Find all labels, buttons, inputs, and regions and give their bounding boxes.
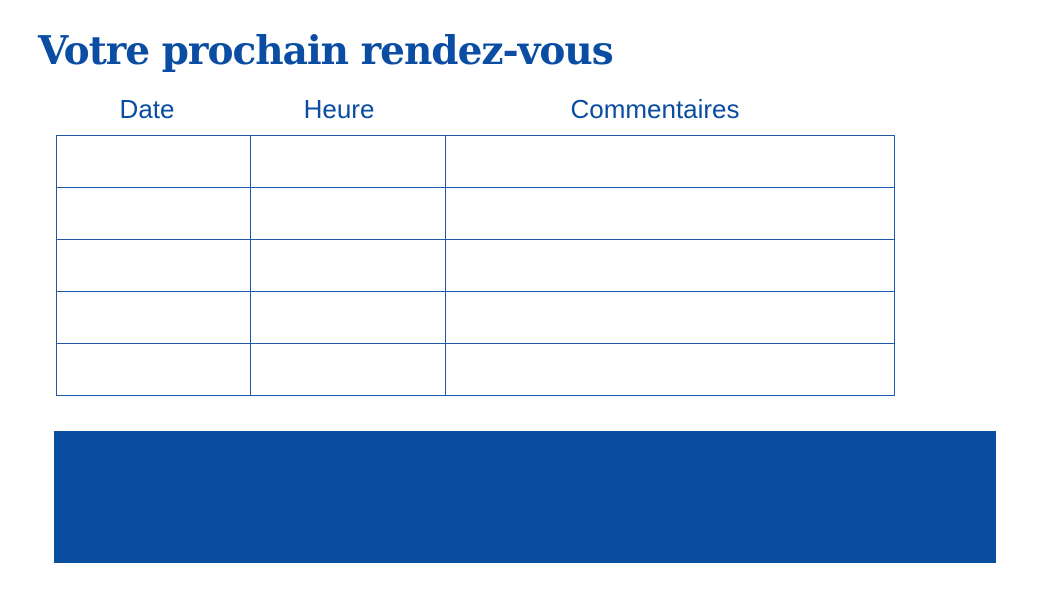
date-cell[interactable] <box>56 135 251 188</box>
commentaires-cell[interactable] <box>445 343 895 396</box>
table-row <box>56 135 895 188</box>
heure-cell[interactable] <box>250 343 446 396</box>
table-row <box>56 239 895 292</box>
page-title: Votre prochain rendez-vous <box>38 28 614 74</box>
table-row <box>56 187 895 240</box>
appointment-table <box>56 135 895 396</box>
date-cell[interactable] <box>56 343 251 396</box>
column-header-heure: Heure <box>303 94 375 124</box>
heure-cell[interactable] <box>250 291 446 344</box>
date-cell[interactable] <box>56 291 251 344</box>
commentaires-cell[interactable] <box>445 135 895 188</box>
date-cell[interactable] <box>56 239 251 292</box>
footer-band <box>54 431 996 563</box>
column-header-date: Date <box>119 94 175 124</box>
heure-cell[interactable] <box>250 135 446 188</box>
table-row <box>56 291 895 344</box>
commentaires-cell[interactable] <box>445 187 895 240</box>
table-row <box>56 343 895 396</box>
heure-cell[interactable] <box>250 239 446 292</box>
commentaires-cell[interactable] <box>445 239 895 292</box>
date-cell[interactable] <box>56 187 251 240</box>
heure-cell[interactable] <box>250 187 446 240</box>
commentaires-cell[interactable] <box>445 291 895 344</box>
column-header-commentaires: Commentaires <box>570 94 740 124</box>
